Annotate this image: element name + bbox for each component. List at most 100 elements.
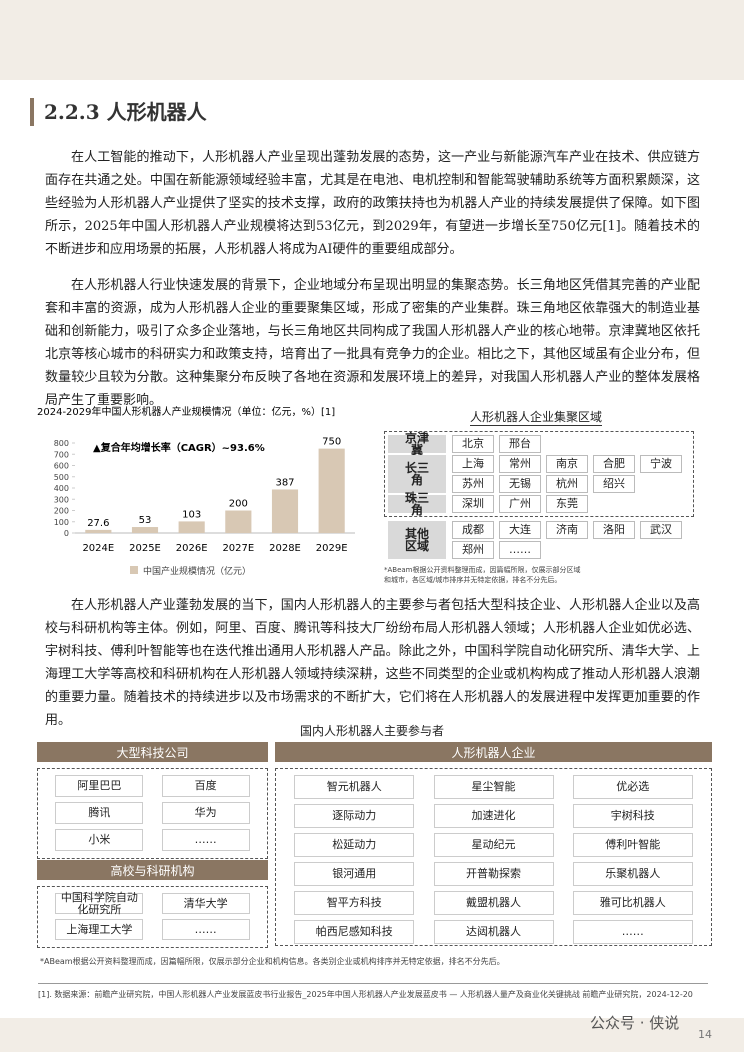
annotation: ▲复合年均增长率（CAGR）~93.6% bbox=[93, 441, 265, 454]
bar bbox=[85, 529, 112, 533]
bar bbox=[178, 521, 205, 533]
participant: 雅可比机器人 bbox=[572, 891, 693, 915]
city: 南京 bbox=[546, 455, 588, 473]
y-tick-label: 300 bbox=[54, 495, 69, 504]
bar bbox=[131, 527, 159, 533]
city: 北京 bbox=[452, 435, 494, 453]
participant: 戴盟机器人 bbox=[433, 891, 554, 915]
value-label: 387 bbox=[275, 477, 294, 488]
participant: 逐际动力 bbox=[294, 804, 415, 828]
group-header: 大型科技公司 bbox=[37, 742, 268, 762]
section-title: 2.2.3 人形机器人 bbox=[44, 100, 207, 124]
city: 无锡 bbox=[499, 475, 541, 493]
participant: 银河通用 bbox=[294, 862, 415, 886]
y-tick-label: 400 bbox=[54, 484, 69, 493]
x-tick-label: 2029E bbox=[316, 543, 348, 554]
participant: 星尘智能 bbox=[433, 775, 554, 799]
cluster-title: 人形机器人企业集聚区域 bbox=[470, 410, 603, 426]
x-tick-label: 2025E bbox=[129, 543, 161, 554]
footnote: [1]. 数据来源：前瞻产业研究院，中国人形机器人产业发展蓝皮书行业报告_202… bbox=[38, 990, 693, 999]
y-tick-label: 700 bbox=[54, 450, 69, 459]
participant: 上海理工大学 bbox=[55, 919, 144, 940]
paragraph: 在人形机器人产业蓬勃发展的当下，国内人形机器人的主要参与者包括大型科技企业、人形… bbox=[45, 598, 700, 728]
participant: 乐聚机器人 bbox=[572, 862, 693, 886]
region-label: 其他区域 bbox=[388, 521, 446, 559]
participant: 清华大学 bbox=[161, 893, 250, 914]
x-tick-label: 2024E bbox=[82, 543, 114, 554]
city: 宁波 bbox=[640, 455, 682, 473]
bar bbox=[318, 448, 345, 533]
participant: 中国科学院自动化研究所 bbox=[55, 891, 144, 915]
paragraph: 在人工智能的推动下，人形机器人产业呈现出蓬勃发展的态势，这一产业与新能源汽车产业… bbox=[45, 150, 700, 257]
city: 深圳 bbox=[452, 495, 494, 513]
footer-band bbox=[0, 1018, 744, 1052]
participant: 阿里巴巴 bbox=[55, 775, 144, 797]
value-label: 53 bbox=[139, 515, 152, 526]
header-band bbox=[0, 0, 744, 80]
legend-label: 中国产业规模情况（亿元） bbox=[143, 565, 251, 577]
participant: …… bbox=[161, 829, 250, 851]
participants-note: *ABeam根据公开资料整理而成，因篇幅所限，仅展示部分企业和机构信息。各类别企… bbox=[40, 957, 505, 966]
city: 广州 bbox=[499, 495, 541, 513]
value-label: 200 bbox=[229, 499, 248, 510]
city: 洛阳 bbox=[593, 521, 635, 539]
participant: 智元机器人 bbox=[294, 775, 415, 799]
y-tick-label: 100 bbox=[54, 518, 69, 527]
city: 常州 bbox=[499, 455, 541, 473]
participant: …… bbox=[161, 919, 250, 940]
city: …… bbox=[499, 541, 541, 559]
city: 上海 bbox=[452, 455, 494, 473]
x-tick-label: 2028E bbox=[269, 543, 301, 554]
city: 东莞 bbox=[546, 495, 588, 513]
participant: 加速进化 bbox=[433, 804, 554, 828]
participant: 智平方科技 bbox=[294, 891, 415, 915]
city: 郑州 bbox=[452, 541, 494, 559]
participants-diagram: 国内人形机器人主要参与者 大型科技公司 阿里巴巴 百度 腾讯 华为 小米 …… 高校与科研机构中… bbox=[0, 718, 744, 958]
value-label: 750 bbox=[322, 437, 341, 448]
participant: 腾讯 bbox=[55, 802, 144, 824]
y-tick-label: 0 bbox=[64, 529, 69, 538]
participant: 松延动力 bbox=[294, 833, 415, 857]
group-box bbox=[37, 886, 268, 948]
bar-chart: 2024-2029年中国人形机器人产业规模情况（单位：亿元，%）[1] 0 100 2… bbox=[37, 405, 355, 577]
participant: 宇树科技 bbox=[572, 804, 693, 828]
participant: 优必选 bbox=[572, 775, 693, 799]
city: 大连 bbox=[499, 521, 541, 539]
group-box bbox=[275, 768, 712, 946]
bar bbox=[225, 510, 252, 533]
participants-title: 国内人形机器人主要参与者 bbox=[299, 724, 444, 738]
city: 苏州 bbox=[452, 475, 494, 493]
legend-swatch bbox=[130, 566, 138, 574]
participant: 星动纪元 bbox=[433, 833, 554, 857]
watermark: 公众号 · 侠说 bbox=[590, 1014, 680, 1032]
participant: 达闼机器人 bbox=[433, 920, 554, 944]
footnote-rule bbox=[38, 983, 708, 984]
region-label: 长三角 bbox=[388, 455, 446, 493]
participant: 小米 bbox=[55, 829, 144, 851]
city: 济南 bbox=[546, 521, 588, 539]
group-header: 人形机器人企业 bbox=[275, 742, 712, 762]
chart-title: 2024-2029年中国人形机器人产业规模情况（单位：亿元，%）[1] bbox=[37, 405, 335, 418]
participant: 百度 bbox=[161, 775, 250, 797]
bar bbox=[271, 489, 299, 533]
x-tick-label: 2027E bbox=[222, 543, 254, 554]
title-bar bbox=[30, 98, 34, 126]
y-tick-label: 500 bbox=[54, 473, 69, 482]
cluster-note: *ABeam根据公开资料整理而成，因篇幅所限，仅展示部分区域和城市，各区域/城市… bbox=[384, 566, 581, 584]
participant: 帕西尼感知科技 bbox=[294, 920, 415, 944]
page-number: 14 bbox=[698, 1028, 712, 1041]
x-tick-label: 2026E bbox=[176, 543, 208, 554]
participant: 傅利叶智能 bbox=[572, 833, 693, 857]
city: 武汉 bbox=[640, 521, 682, 539]
paragraph: 在人形机器人行业快速发展的背景下，企业地域分布呈现出明显的集聚态势。长三角地区凭… bbox=[45, 278, 700, 408]
group-box bbox=[37, 768, 268, 859]
participant: …… bbox=[572, 920, 693, 944]
city: 合肥 bbox=[593, 455, 635, 473]
city: 邢台 bbox=[499, 435, 541, 453]
value-label: 27.6 bbox=[87, 518, 109, 529]
cluster-diagram: 人形机器人企业集聚区域 京津冀 北京 邢台 长三角 上海 常州 南京 合肥 宁波 苏州 无锡 杭州 绍兴珠… bbox=[380, 403, 700, 584]
city: 杭州 bbox=[546, 475, 588, 493]
y-tick-label: 200 bbox=[54, 507, 69, 516]
city: 绍兴 bbox=[593, 475, 635, 493]
